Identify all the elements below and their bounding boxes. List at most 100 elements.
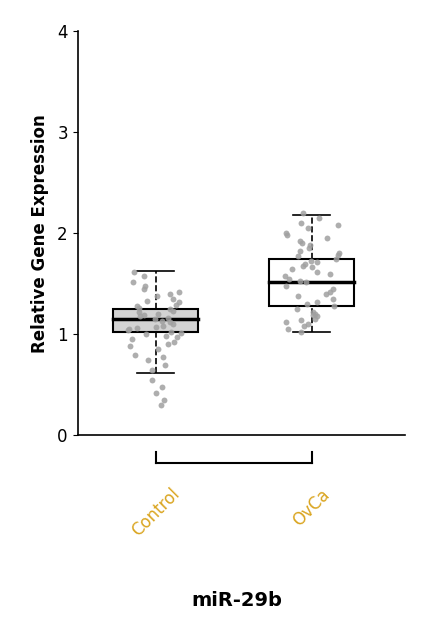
Point xyxy=(136,311,143,321)
Point xyxy=(148,375,155,385)
Point xyxy=(297,315,304,325)
Point xyxy=(298,261,305,271)
Point xyxy=(307,256,314,266)
Point xyxy=(293,304,300,314)
Y-axis label: Relative Gene Expression: Relative Gene Expression xyxy=(31,114,49,353)
Point xyxy=(166,304,173,314)
Point xyxy=(283,230,290,240)
Point xyxy=(282,317,289,327)
Point xyxy=(282,228,289,238)
Text: Control: Control xyxy=(128,485,183,541)
Point xyxy=(322,289,329,299)
Point xyxy=(306,241,313,251)
Point xyxy=(304,319,311,329)
Point xyxy=(142,330,149,340)
Point xyxy=(170,306,177,316)
Point xyxy=(334,251,341,261)
Text: miR-29b: miR-29b xyxy=(191,590,282,610)
Point xyxy=(298,238,305,248)
Point xyxy=(170,337,177,347)
Point xyxy=(288,264,295,274)
Point xyxy=(305,243,312,253)
Point xyxy=(159,322,166,332)
Point xyxy=(144,296,150,306)
Point xyxy=(167,327,174,337)
Point xyxy=(164,340,171,350)
Point xyxy=(175,287,181,297)
Point xyxy=(130,267,137,277)
Point xyxy=(153,291,160,301)
Point xyxy=(335,249,341,259)
Point xyxy=(313,267,320,277)
Point xyxy=(152,314,159,324)
Point xyxy=(294,251,301,261)
Point xyxy=(304,223,310,233)
Point xyxy=(301,277,308,287)
Point xyxy=(303,299,310,309)
Point xyxy=(311,314,318,324)
Point xyxy=(154,309,161,319)
Point xyxy=(313,311,319,321)
Point xyxy=(284,324,291,334)
Point xyxy=(169,294,176,304)
Point xyxy=(135,307,142,317)
Bar xyxy=(112,309,198,332)
Point xyxy=(332,254,339,264)
Point xyxy=(309,307,316,317)
Point xyxy=(133,323,140,333)
Point xyxy=(135,303,142,313)
Point xyxy=(177,328,184,338)
Point xyxy=(315,213,322,223)
Point xyxy=(162,332,169,341)
Point xyxy=(308,262,315,272)
Text: OvCa: OvCa xyxy=(289,485,333,529)
Point xyxy=(297,327,304,337)
Point xyxy=(153,388,160,398)
Point xyxy=(153,322,160,332)
Point xyxy=(293,291,300,301)
Point xyxy=(141,281,148,291)
Point xyxy=(133,301,140,311)
Point xyxy=(148,364,155,374)
Point xyxy=(140,310,147,320)
Point xyxy=(334,220,341,230)
Point xyxy=(299,208,306,218)
Point xyxy=(132,350,138,360)
Point xyxy=(329,284,335,294)
Point xyxy=(281,271,288,281)
Point xyxy=(326,269,332,279)
Point xyxy=(296,246,303,256)
Point xyxy=(144,355,151,364)
Point xyxy=(310,309,317,319)
Point xyxy=(160,395,167,405)
Point xyxy=(129,277,136,287)
Point xyxy=(140,284,147,294)
Point xyxy=(141,271,147,281)
Point xyxy=(126,341,133,351)
Point xyxy=(164,313,171,323)
Point xyxy=(129,335,135,345)
Point xyxy=(175,297,182,307)
Point xyxy=(313,297,320,307)
Point xyxy=(162,360,169,369)
Point xyxy=(173,332,180,342)
Point xyxy=(169,319,176,329)
Bar xyxy=(268,259,353,306)
Point xyxy=(282,281,289,291)
Point xyxy=(296,236,303,246)
Point xyxy=(154,345,161,355)
Point xyxy=(308,310,315,320)
Point xyxy=(285,274,292,284)
Point xyxy=(158,382,165,392)
Point xyxy=(330,301,337,311)
Point xyxy=(125,324,132,334)
Point xyxy=(124,325,131,335)
Point xyxy=(172,300,178,310)
Point xyxy=(299,322,306,332)
Point xyxy=(159,351,166,361)
Point xyxy=(313,257,320,267)
Point xyxy=(301,259,308,269)
Point xyxy=(166,289,173,299)
Point xyxy=(326,287,332,297)
Point xyxy=(323,233,330,243)
